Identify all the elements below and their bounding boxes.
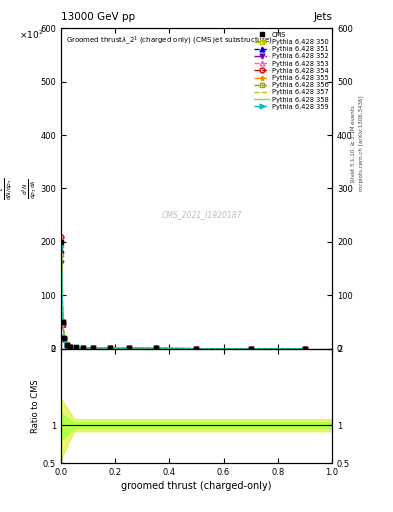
CMS — [303, 346, 307, 352]
Text: Jets: Jets — [313, 11, 332, 22]
CMS — [80, 345, 85, 351]
CMS — [62, 335, 66, 341]
Text: Groomed thrust$\lambda\_2^1$ (charged only) (CMS jet substructure): Groomed thrust$\lambda\_2^1$ (charged on… — [66, 35, 273, 48]
Text: 13000 GeV pp: 13000 GeV pp — [61, 11, 135, 22]
Line: CMS: CMS — [59, 240, 307, 351]
Text: Rivet 3.1.10, ≥ 3.1M events: Rivet 3.1.10, ≥ 3.1M events — [351, 105, 356, 182]
CMS — [59, 239, 64, 245]
CMS — [248, 346, 253, 352]
Legend: CMS, Pythia 6.428 350, Pythia 6.428 351, Pythia 6.428 352, Pythia 6.428 353, Pyt: CMS, Pythia 6.428 350, Pythia 6.428 351,… — [252, 29, 331, 113]
Text: $\times10^2$: $\times10^2$ — [19, 28, 43, 40]
CMS — [153, 345, 158, 351]
CMS — [91, 345, 96, 351]
CMS — [73, 345, 78, 351]
CMS — [126, 345, 131, 351]
CMS — [61, 319, 65, 325]
CMS — [107, 345, 112, 351]
X-axis label: groomed thrust (charged-only): groomed thrust (charged-only) — [121, 481, 272, 492]
Y-axis label: Ratio to CMS: Ratio to CMS — [31, 379, 40, 433]
Text: CMS_2021_I1920187: CMS_2021_I1920187 — [162, 209, 242, 219]
CMS — [194, 346, 199, 352]
CMS — [68, 344, 73, 350]
CMS — [64, 342, 69, 348]
Text: mcplots.cern.ch [arXiv:1306.3436]: mcplots.cern.ch [arXiv:1306.3436] — [359, 96, 364, 191]
Y-axis label: $\frac{1}{\mathrm{d}N/\mathrm{d}p_T}$
$\frac{\mathrm{d}^2N}{\mathrm{d}p_T\,\math: $\frac{1}{\mathrm{d}N/\mathrm{d}p_T}$ $\… — [0, 177, 39, 200]
